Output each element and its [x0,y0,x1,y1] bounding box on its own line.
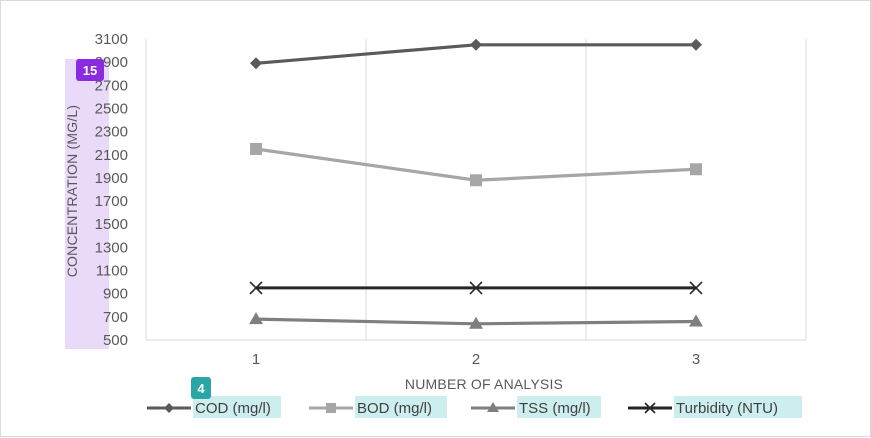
x-tick-label: 2 [472,351,480,368]
highlight-layer [65,59,802,418]
y-tick-label: 2300 [95,124,128,141]
y-tick-labels: 500 700 900 1100 1300 1500 1700 1900 2100 2300 250… [95,31,128,349]
data-point [249,312,263,325]
x-tick-label: 3 [692,351,700,368]
legend-swatch-marker [326,403,336,413]
y-tick-label: 2100 [95,147,128,164]
y-tick-label: 1900 [95,170,128,187]
legend-item: Turbidity (NTU) [628,400,778,417]
legend-label-highlight [355,396,447,418]
legend-swatch-marker [644,402,656,414]
data-point [250,57,262,70]
data-point [250,142,262,155]
ylabel-badge: 15 [76,59,104,81]
x-axis-title: NUMBER OF ANALYSIS [405,376,563,392]
grid-lines [145,39,807,340]
legend-label: BOD (mg/l) [357,400,432,417]
legend-label: Turbidity (NTU) [676,400,778,417]
x-tick-label: 1 [252,351,260,368]
legend-item: TSS (mg/l) [471,400,591,417]
y-tick-label: 500 [103,332,128,349]
series-layer [249,38,703,329]
y-tick-label: 2700 [95,77,128,94]
y-tick-label: 900 [103,286,128,303]
data-point [690,38,702,51]
y-tick-label: 1700 [95,193,128,210]
y-tick-label: 2500 [95,100,128,117]
data-point [689,281,703,295]
legend-item: COD (mg/l) [147,400,271,417]
legend-badge-text: 4 [197,381,205,396]
data-point [469,316,483,329]
legend-swatch-marker [487,402,499,412]
legend-label: TSS (mg/l) [519,400,591,417]
y-tick-label: 1100 [96,263,128,280]
data-point [689,314,703,327]
y-tick-label: 700 [103,309,128,326]
ylabel-highlight [65,59,109,349]
legend-badge: 4 [191,377,211,399]
data-point [469,281,483,295]
legend-item: BOD (mg/l) [309,400,432,417]
legend-label-highlight [674,396,802,418]
badge-layer: 15 4 [76,59,211,399]
legend-label-highlight [193,396,281,418]
ylabel-badge-text: 15 [83,63,97,78]
legend-label-highlight [517,396,601,418]
legend: COD (mg/l) BOD (mg/l) TSS (mg/l) Turbidity … [147,400,778,417]
y-tick-label: 1500 [95,216,128,233]
y-tick-label: 3100 [95,31,128,48]
data-point [690,163,702,176]
data-point [470,38,482,51]
data-point [249,281,263,295]
data-point [470,174,482,187]
y-axis-title: CONCENTRATION (MG/L) [64,105,80,278]
legend-label: COD (mg/l) [195,400,271,417]
legend-swatch-marker [164,403,174,413]
y-tick-label: 1300 [95,239,128,256]
x-tick-labels: 1 2 3 [252,351,700,368]
